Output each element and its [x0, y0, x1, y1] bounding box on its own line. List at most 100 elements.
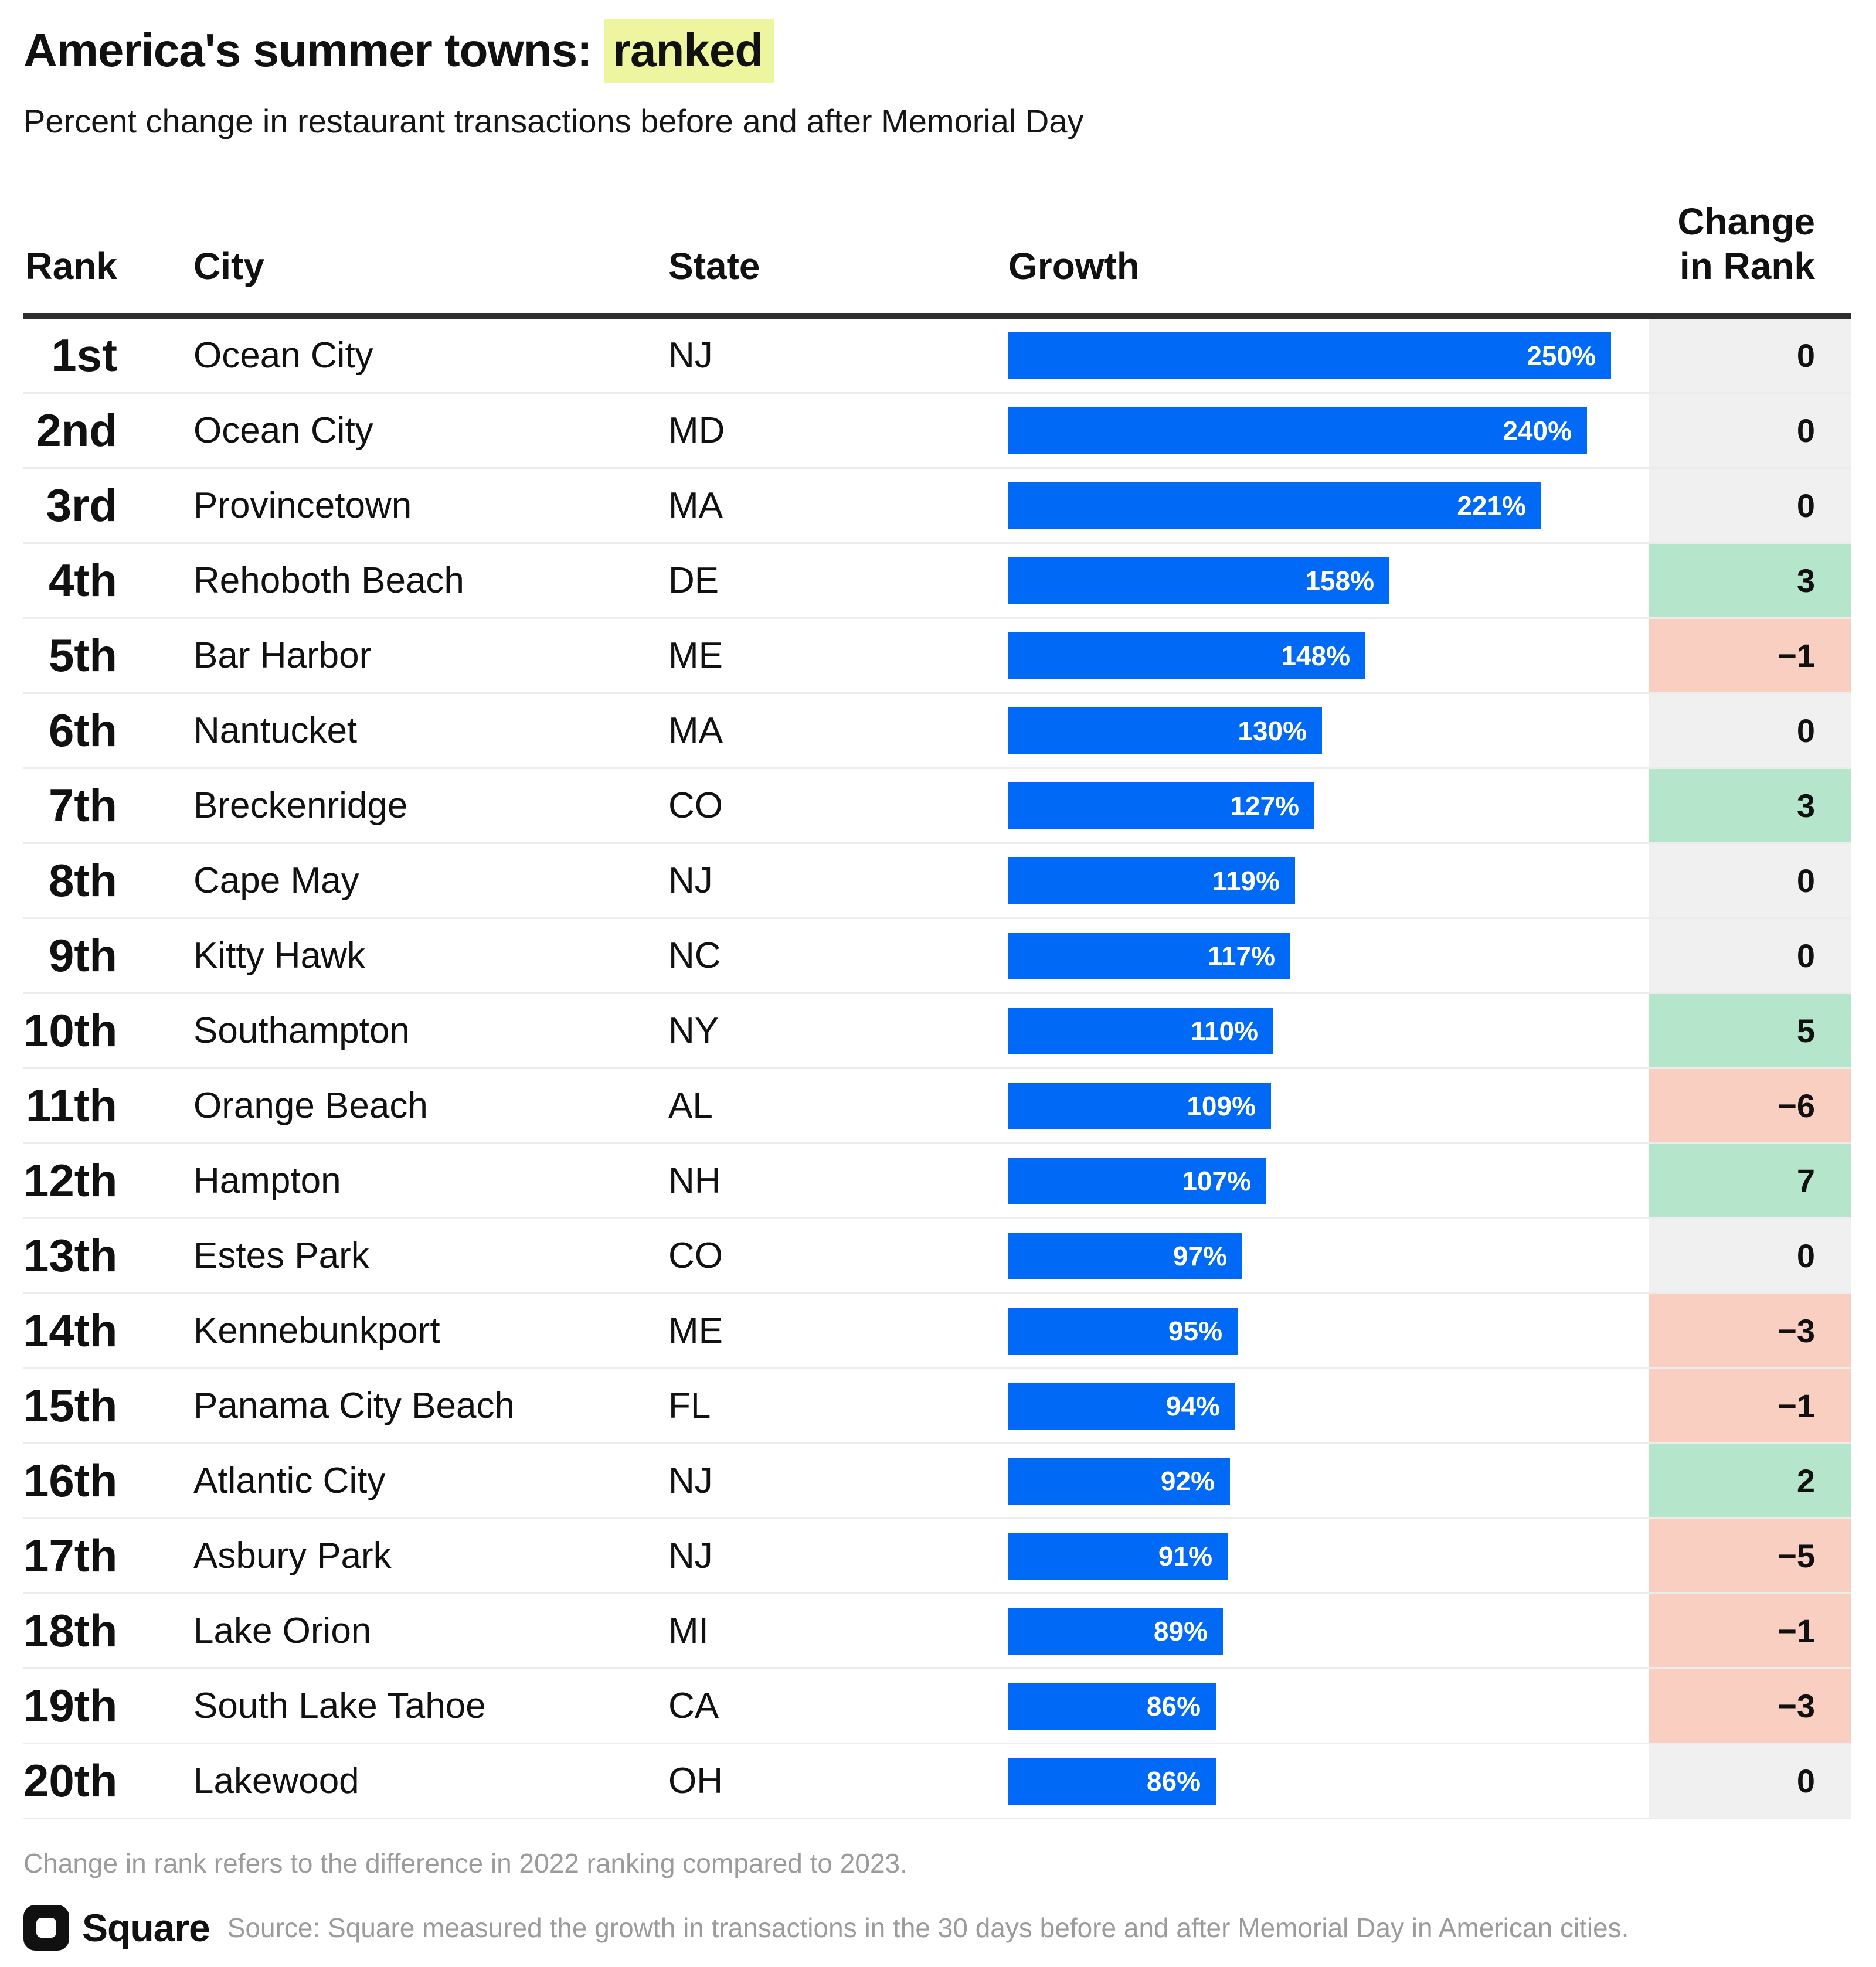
change-value: −3: [1778, 1312, 1815, 1350]
growth-value: 92%: [1160, 1465, 1215, 1496]
table-header: Rank City State Growth Change in Rank: [23, 200, 1851, 319]
change-value: 2: [1796, 1462, 1815, 1500]
source-row: Square Source: Square measured the growt…: [23, 1905, 1851, 1951]
table-row: 10th Southampton NY 110% 5: [23, 994, 1851, 1070]
rank-cell: 1st: [51, 329, 117, 382]
growth-value: 148%: [1281, 640, 1350, 671]
city-cell: Southampton: [193, 1010, 410, 1051]
growth-cell: 109%: [1008, 1082, 1649, 1129]
table-body: 1st Ocean City NJ 250% 0 2nd Ocean City …: [23, 319, 1851, 1820]
table-row: 5th Bar Harbor ME 148% −1: [23, 619, 1851, 695]
growth-value: 97%: [1172, 1240, 1227, 1271]
growth-cell: 91%: [1008, 1532, 1649, 1580]
change-value: 0: [1796, 862, 1815, 900]
rank-cell: 17th: [23, 1530, 118, 1582]
table-row: 15th Panama City Beach FL 94% −1: [23, 1369, 1851, 1445]
column-header-change-in-rank: Change in Rank: [1649, 200, 1851, 288]
page-subtitle: Percent change in restaurant transaction…: [23, 103, 1084, 139]
growth-cell: 119%: [1008, 857, 1649, 904]
growth-cell: 158%: [1008, 557, 1649, 604]
page-title: America's summer towns: ranked: [23, 19, 1851, 83]
change-cell: 0: [1649, 694, 1851, 768]
table-row: 13th Estes Park CO 97% 0: [23, 1219, 1851, 1295]
growth-bar: 130%: [1008, 707, 1322, 754]
table-row: 12th Hampton NH 107% 7: [23, 1144, 1851, 1220]
city-cell: Kitty Hawk: [193, 935, 365, 976]
growth-value: 130%: [1238, 715, 1307, 746]
rank-cell: 4th: [49, 554, 117, 607]
city-cell: Breckenridge: [193, 785, 408, 826]
growth-value: 107%: [1182, 1165, 1251, 1196]
rank-cell: 9th: [49, 930, 117, 982]
growth-value: 240%: [1503, 415, 1572, 446]
source-text: Source: Square measured the growth in tr…: [227, 1912, 1629, 1944]
growth-value: 110%: [1190, 1015, 1258, 1046]
table-row: 17th Asbury Park NJ 91% −5: [23, 1519, 1851, 1595]
change-value: 0: [1796, 712, 1815, 750]
table-row: 3rd Provincetown MA 221% 0: [23, 469, 1851, 545]
rank-cell: 19th: [23, 1680, 118, 1732]
state-cell: MA: [668, 710, 723, 751]
rank-cell: 11th: [25, 1080, 117, 1132]
rank-cell: 14th: [23, 1305, 118, 1357]
state-cell: NH: [668, 1161, 721, 1202]
change-cell: 0: [1649, 394, 1851, 468]
change-value: 3: [1796, 787, 1815, 825]
growth-bar: 148%: [1008, 632, 1365, 679]
state-cell: MD: [668, 410, 725, 451]
change-cell: −3: [1649, 1669, 1851, 1743]
rank-cell: 10th: [23, 1005, 118, 1057]
growth-bar: 119%: [1008, 857, 1295, 904]
rank-cell: 13th: [23, 1230, 118, 1282]
rank-cell: 3rd: [46, 479, 117, 532]
growth-cell: 240%: [1008, 407, 1649, 454]
rank-cell: 18th: [23, 1605, 118, 1657]
change-cell: −6: [1649, 1069, 1851, 1143]
growth-value: 95%: [1168, 1315, 1222, 1346]
city-cell: Ocean City: [193, 335, 373, 376]
growth-value: 109%: [1187, 1090, 1256, 1121]
change-cell: 0: [1649, 1744, 1851, 1818]
growth-cell: 86%: [1008, 1682, 1649, 1730]
growth-bar: 92%: [1008, 1457, 1230, 1505]
change-value: 0: [1796, 1237, 1815, 1275]
table-row: 6th Nantucket MA 130% 0: [23, 694, 1851, 770]
growth-bar: 158%: [1008, 557, 1389, 604]
change-value: 0: [1796, 337, 1815, 375]
table-row: 2nd Ocean City MD 240% 0: [23, 394, 1851, 469]
growth-cell: 86%: [1008, 1757, 1649, 1805]
table-row: 1st Ocean City NJ 250% 0: [23, 319, 1851, 394]
growth-cell: 95%: [1008, 1307, 1649, 1355]
state-cell: CO: [668, 785, 723, 826]
growth-value: 127%: [1230, 790, 1299, 821]
growth-cell: 89%: [1008, 1607, 1649, 1655]
growth-bar: 97%: [1008, 1232, 1242, 1279]
square-logo-hole: [36, 1918, 56, 1938]
rank-cell: 8th: [49, 855, 117, 907]
growth-value: 119%: [1212, 865, 1280, 896]
growth-value: 86%: [1146, 1690, 1201, 1721]
growth-cell: 117%: [1008, 932, 1649, 979]
city-cell: Hampton: [193, 1161, 341, 1202]
growth-value: 158%: [1305, 565, 1374, 596]
growth-bar: 221%: [1008, 482, 1541, 529]
change-cell: 0: [1649, 919, 1851, 993]
state-cell: NC: [668, 935, 721, 976]
change-value: 7: [1796, 1162, 1815, 1200]
table-row: 7th Breckenridge CO 127% 3: [23, 769, 1851, 845]
growth-value: 221%: [1457, 490, 1526, 521]
growth-value: 250%: [1527, 340, 1596, 371]
city-cell: Ocean City: [193, 410, 373, 451]
growth-cell: 130%: [1008, 707, 1649, 754]
table-row: 14th Kennebunkport ME 95% −3: [23, 1294, 1851, 1370]
state-cell: MI: [668, 1611, 709, 1652]
growth-bar: 240%: [1008, 407, 1587, 454]
city-cell: Estes Park: [193, 1236, 369, 1277]
square-logo-icon: [23, 1905, 69, 1951]
table-row: 19th South Lake Tahoe CA 86% −3: [23, 1669, 1851, 1745]
table-row: 20th Lakewood OH 86% 0: [23, 1744, 1851, 1820]
state-cell: DE: [668, 560, 719, 601]
column-header-state: State: [668, 244, 760, 287]
change-cell: −1: [1649, 1594, 1851, 1668]
